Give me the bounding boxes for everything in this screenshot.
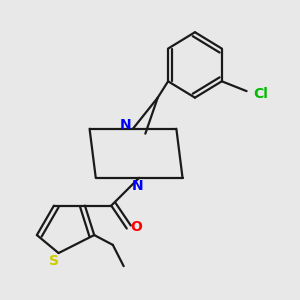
Text: N: N — [119, 118, 131, 133]
Text: S: S — [49, 254, 59, 268]
Text: N: N — [132, 179, 143, 193]
Text: Cl: Cl — [253, 87, 268, 101]
Text: O: O — [130, 220, 142, 234]
